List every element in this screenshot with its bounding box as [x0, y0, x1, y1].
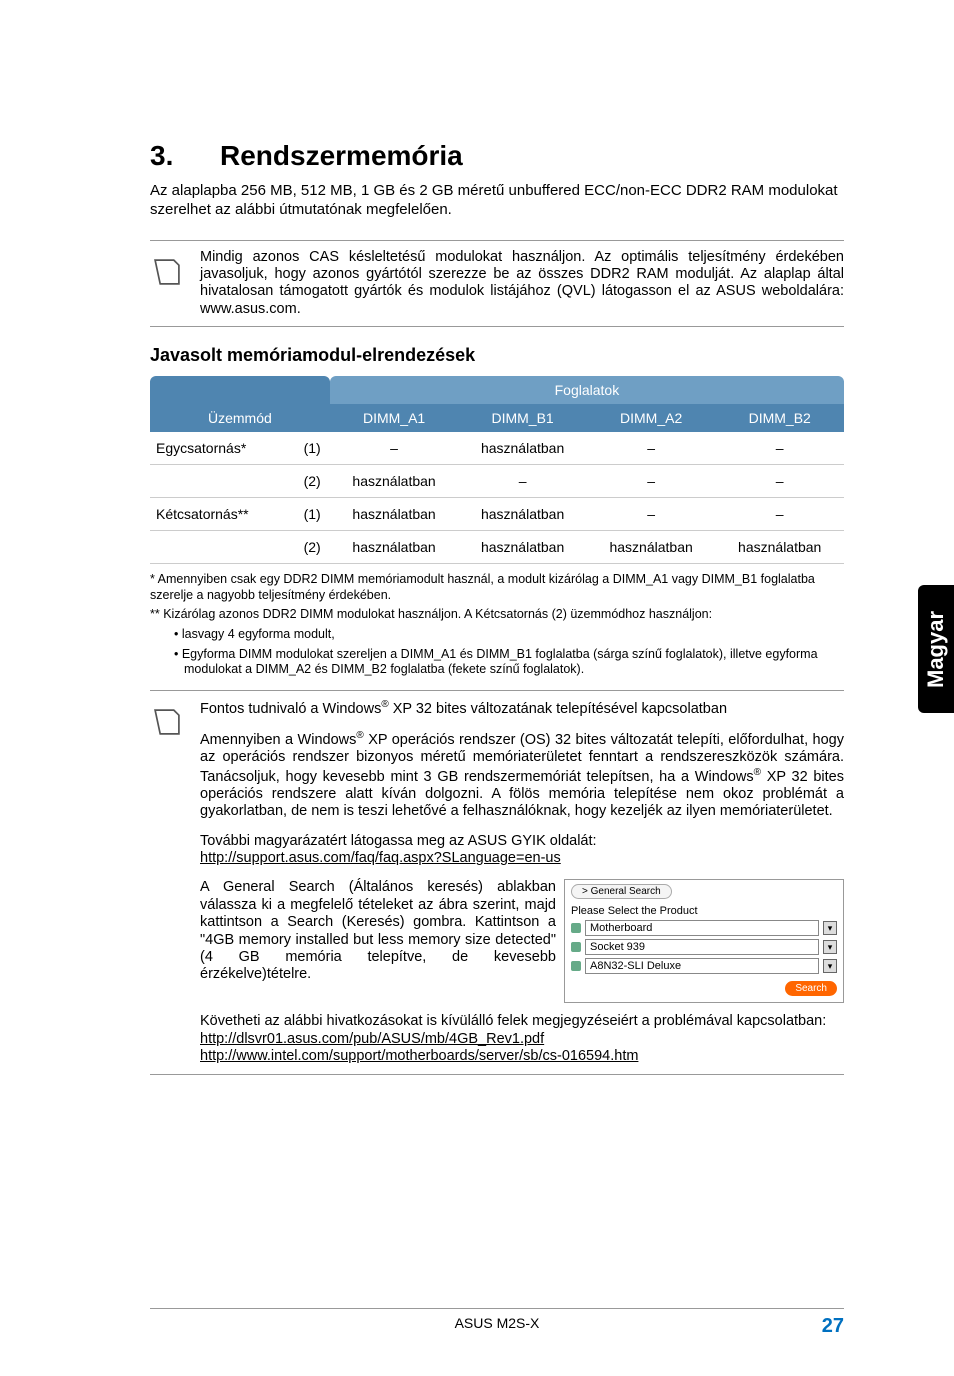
intro-paragraph: Az alaplapba 256 MB, 512 MB, 1 GB és 2 G…: [150, 182, 844, 220]
search-tab-label: > General Search: [571, 884, 672, 899]
note-block-2: Fontos tudnivaló a Windows® XP 32 bites …: [150, 690, 844, 1075]
section-title: Rendszermemória: [220, 140, 463, 172]
memory-config-table: Üzemmód Foglalatok DIMM_A1 DIMM_B1 DIMM_…: [150, 376, 844, 564]
footnote-1: * Amennyiben csak egy DDR2 DIMM memóriam…: [150, 572, 844, 603]
search-field-3[interactable]: A8N32-SLI Deluxe ▾: [571, 958, 837, 974]
cell-value: –: [587, 465, 716, 498]
footnote-bullet-1: • lasvagy 4 egyforma modult,: [174, 627, 844, 643]
cell-value: –: [715, 432, 844, 465]
note-block-1: Mindig azonos CAS késleltetésű modulokat…: [150, 240, 844, 328]
table-footnotes: * Amennyiben csak egy DDR2 DIMM memóriam…: [150, 572, 844, 678]
cell-mode: [150, 531, 294, 564]
general-search-widget: > General Search Please Select the Produ…: [564, 879, 844, 1003]
cell-config: (1): [294, 432, 329, 465]
note2-line1: Fontos tudnivaló a Windows® XP 32 bites …: [200, 699, 844, 718]
note2-para2: Amennyiben a Windows® XP operációs rends…: [200, 730, 844, 821]
cell-value: használatban: [458, 531, 587, 564]
section-heading: 3. Rendszermemória: [150, 140, 844, 172]
table-row: (2)használatban–––: [150, 465, 844, 498]
chevron-down-icon[interactable]: ▾: [823, 921, 837, 935]
external-link-2[interactable]: http://www.intel.com/support/motherboard…: [200, 1048, 638, 1064]
chevron-down-icon[interactable]: ▾: [823, 940, 837, 954]
table-row: Egycsatornás*(1)–használatban––: [150, 432, 844, 465]
footer-product: ASUS M2S-X: [455, 1315, 540, 1331]
cell-value: –: [330, 432, 459, 465]
note-icon: [150, 699, 200, 744]
cell-value: –: [715, 465, 844, 498]
cell-value: használatban: [330, 465, 459, 498]
note2-para5: Követheti az alábbi hivatkozásokat is kí…: [200, 1013, 844, 1065]
search-field-1[interactable]: Motherboard ▾: [571, 920, 837, 936]
footnote-2: ** Kizárólag azonos DDR2 DIMM modulokat …: [150, 607, 844, 623]
note2-para4: A General Search (Általános keresés) abl…: [200, 879, 556, 1003]
external-link-1[interactable]: http://dlsvr01.asus.com/pub/ASUS/mb/4GB_…: [200, 1031, 544, 1047]
cell-mode: [150, 465, 294, 498]
table-col-a2: DIMM_A2: [587, 404, 716, 432]
search-prompt: Please Select the Product: [571, 905, 837, 917]
cell-mode: Kétcsatornás**: [150, 498, 294, 531]
note-icon: [150, 249, 200, 294]
cell-value: használatban: [330, 531, 459, 564]
cell-value: használatban: [330, 498, 459, 531]
cell-mode: Egycsatornás*: [150, 432, 294, 465]
table-col-b1: DIMM_B1: [458, 404, 587, 432]
table-header-sockets: Foglalatok: [330, 376, 844, 404]
section-number: 3.: [150, 140, 220, 172]
table-col-b2: DIMM_B2: [715, 404, 844, 432]
page-footer: ASUS M2S-X 27: [150, 1308, 844, 1338]
cell-value: –: [587, 432, 716, 465]
table-row: Kétcsatornás**(1)használatbanhasználatba…: [150, 498, 844, 531]
footnote-bullet-2: • Egyforma DIMM modulokat szereljen a DI…: [174, 647, 844, 678]
note-text-1: Mindig azonos CAS késleltetésű modulokat…: [200, 249, 844, 319]
table-header-mode: Üzemmód: [150, 376, 330, 432]
cell-value: használatban: [458, 432, 587, 465]
subsection-heading: Javasolt memóriamodul-elrendezések: [150, 345, 844, 366]
note2-para3: További magyarázatért látogassa meg az A…: [200, 833, 844, 868]
cell-value: –: [458, 465, 587, 498]
cell-value: –: [715, 498, 844, 531]
faq-link[interactable]: http://support.asus.com/faq/faq.aspx?SLa…: [200, 850, 561, 866]
cell-config: (2): [294, 531, 329, 564]
cell-value: –: [587, 498, 716, 531]
cell-value: használatban: [715, 531, 844, 564]
search-field-2[interactable]: Socket 939 ▾: [571, 939, 837, 955]
table-row: (2)használatbanhasználatbanhasználatbanh…: [150, 531, 844, 564]
cell-value: használatban: [587, 531, 716, 564]
footer-page-number: 27: [822, 1315, 844, 1338]
chevron-down-icon[interactable]: ▾: [823, 959, 837, 973]
cell-value: használatban: [458, 498, 587, 531]
table-col-a1: DIMM_A1: [330, 404, 459, 432]
search-button[interactable]: Search: [785, 981, 837, 996]
cell-config: (1): [294, 498, 329, 531]
cell-config: (2): [294, 465, 329, 498]
